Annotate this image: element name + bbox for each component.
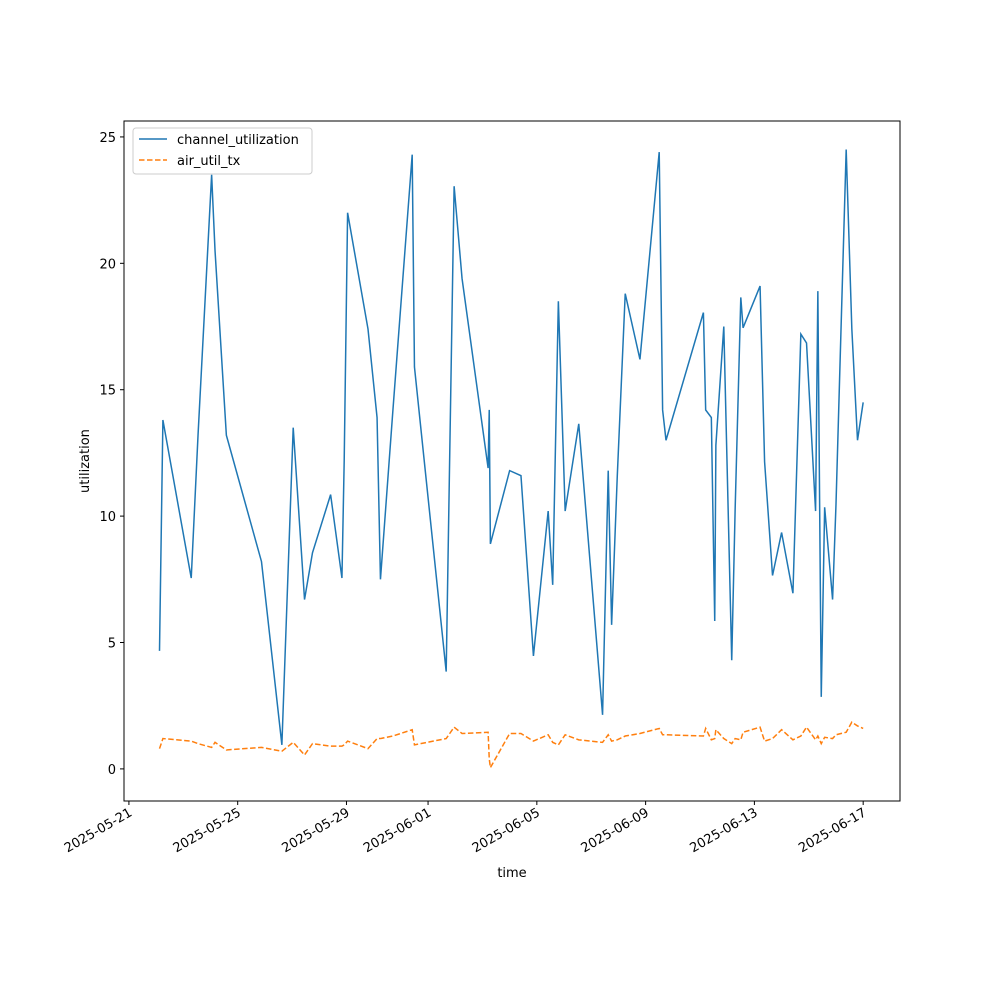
y-tick-label: 20 — [99, 257, 116, 272]
legend-box — [132, 127, 313, 175]
plot-frame — [123, 120, 901, 802]
x-tick-label: 2025-05-21 — [62, 805, 135, 856]
legend-label: air_util_tx — [177, 154, 241, 169]
series-line — [158, 721, 864, 770]
x-axis-label: time — [497, 866, 526, 881]
y-axis-label: utilization — [78, 429, 93, 493]
y-tick-label: 25 — [99, 131, 116, 146]
x-tick-label: 2025-06-09 — [579, 805, 652, 856]
x-tick-label: 2025-05-29 — [280, 805, 353, 856]
x-tick-label: 2025-06-01 — [361, 805, 434, 856]
x-tick-label: 2025-06-05 — [470, 805, 543, 856]
legend-label: channel_utilization — [177, 133, 299, 148]
x-tick-label: 2025-06-17 — [796, 805, 869, 856]
y-tick-label: 5 — [108, 637, 116, 652]
y-tick-label: 10 — [99, 510, 116, 525]
y-tick-label: 15 — [99, 384, 116, 399]
x-tick-label: 2025-05-25 — [171, 805, 244, 856]
series-line — [158, 149, 864, 745]
y-tick-label: 0 — [108, 763, 116, 778]
x-tick-label: 2025-06-13 — [687, 805, 760, 856]
